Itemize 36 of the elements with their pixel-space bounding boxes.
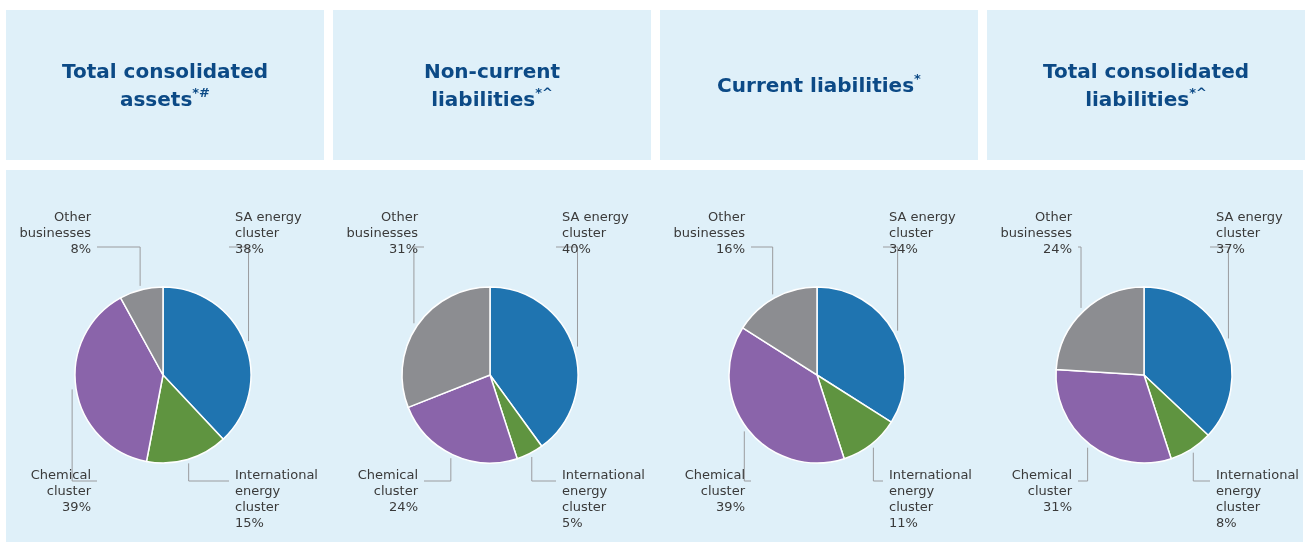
chart-title: Current liabilities$^{*}$: [717, 70, 922, 97]
slice-label: Chemical cluster: [357, 467, 419, 498]
slice-label: SA energy cluster: [889, 209, 957, 240]
data-label: 24%: [1043, 241, 1072, 256]
slice-label: International energy cluster: [889, 467, 972, 514]
data-label: 11%: [889, 515, 918, 530]
chart-title: Total consolidated liabilities$^{*^}$: [1042, 58, 1250, 111]
data-label: 31%: [389, 241, 418, 256]
data-label: 39%: [716, 499, 745, 514]
slice-label: Other businesses: [1000, 209, 1073, 240]
data-label: 31%: [1043, 499, 1072, 514]
data-label: 37%: [1216, 241, 1245, 256]
data-label: 5%: [562, 515, 583, 530]
slice-label: SA energy cluster: [1216, 209, 1284, 240]
data-label: 24%: [389, 499, 418, 514]
data-label: 8%: [70, 241, 91, 256]
data-label: 8%: [1216, 515, 1237, 530]
slice-label: Chemical cluster: [1011, 467, 1073, 498]
data-label: 40%: [562, 241, 591, 256]
slice-label: Other businesses: [673, 209, 746, 240]
data-label: 16%: [716, 241, 745, 256]
data-label: 39%: [62, 499, 91, 514]
chart-title: Total consolidated assets$^{*#}$: [61, 58, 269, 111]
chart-title: Non-current liabilities$^{*^}$: [423, 58, 561, 111]
slice-label: SA energy cluster: [235, 209, 303, 240]
slice-label: International energy cluster: [235, 467, 318, 514]
data-label: 38%: [235, 241, 264, 256]
data-label: 15%: [235, 515, 264, 530]
data-label: 34%: [889, 241, 918, 256]
slice-label: International energy cluster: [1216, 467, 1299, 514]
slice-label: International energy cluster: [562, 467, 645, 514]
slice-label: Chemical cluster: [30, 467, 92, 498]
slice-label: Other businesses: [19, 209, 92, 240]
slice-label: Other businesses: [346, 209, 419, 240]
slice-label: Chemical cluster: [684, 467, 746, 498]
slice-label: SA energy cluster: [562, 209, 630, 240]
